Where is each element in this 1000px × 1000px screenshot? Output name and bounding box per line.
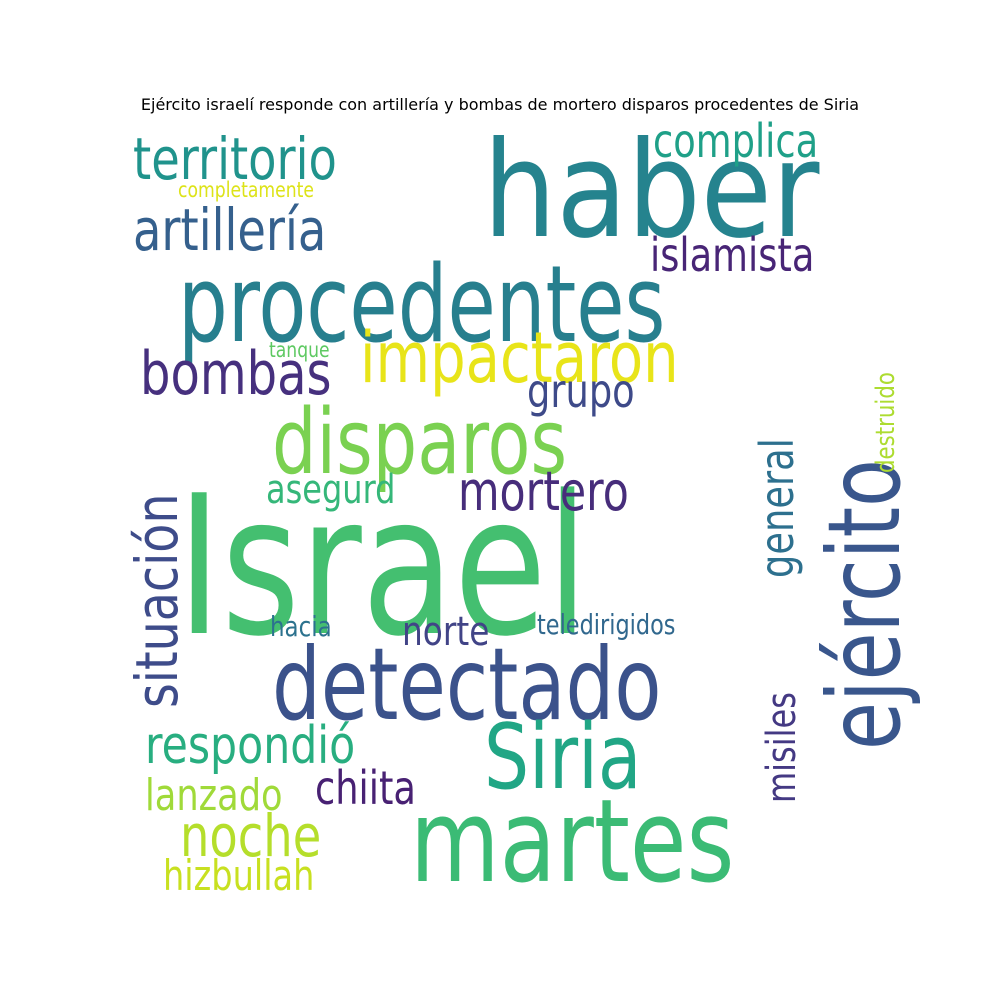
word-disparos: disparos (272, 390, 568, 495)
word-teledirigidos: teledirigidos (537, 608, 676, 641)
word-bombas: bombas (140, 339, 332, 409)
word-martes: martes (410, 775, 735, 909)
word-islamista: islamista (650, 228, 815, 282)
word-destruido: destruido (871, 372, 901, 473)
word-situacion: situación (123, 493, 191, 708)
word-respondio: respondió (145, 716, 356, 776)
word-tanque: tanque (269, 338, 330, 362)
word-hacia: hacia (270, 610, 332, 643)
word-chiita: chiita (315, 761, 416, 815)
word-mortero: mortero (458, 460, 629, 523)
word-norte: norte (402, 609, 490, 655)
word-siria: Siria (484, 705, 642, 810)
word-territorio: territorio (133, 125, 337, 193)
word-grupo: grupo (527, 364, 635, 418)
word-impactaron: impactaron (360, 317, 679, 399)
word-israel: Israel (177, 454, 589, 679)
word-procedentes: procedentes (178, 243, 666, 366)
word-noche: noche (180, 802, 322, 870)
word-complica: complica (653, 114, 819, 168)
word-detectado: detectado (272, 626, 662, 743)
word-artilleria: artillería (133, 196, 327, 264)
word-general: general (750, 438, 804, 578)
word-aseguro: asegurd (266, 467, 396, 513)
word-hizbullah: hizbullah (163, 851, 315, 900)
word-completamente: completamente (178, 178, 315, 202)
figure-title: Ejército israelí responde con artillería… (140, 95, 860, 114)
word-lanzado: lanzado (145, 770, 283, 821)
word-misiles: misiles (759, 692, 805, 803)
word-ejercito: ejército (806, 459, 923, 750)
word-haber: haber (483, 114, 820, 268)
